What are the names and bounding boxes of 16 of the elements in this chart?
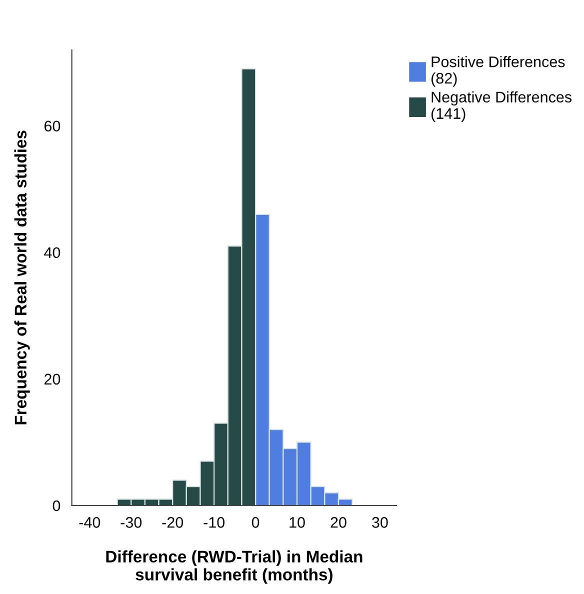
y-tick-label: 20 (44, 374, 60, 385)
x-axis-title: Difference (RWD-Trial) in Median survival benefit (months) (106, 550, 362, 584)
x-tick-label: -30 (120, 517, 142, 528)
y-tick-label: 40 (44, 247, 60, 258)
y-tick-label: 60 (44, 120, 60, 132)
y-axis-title: Frequency of Real world data studies (14, 130, 30, 424)
x-tick-label: -20 (162, 517, 184, 528)
legend-label: Negative Differences (141) (431, 91, 572, 122)
x-tick-label: 0 (252, 517, 260, 528)
y-tick-label: 0 (52, 500, 60, 512)
x-tick-label: 10 (290, 517, 305, 528)
x-tick-label: 30 (372, 517, 388, 528)
x-tick-label: 20 (330, 517, 346, 528)
x-tick-label: -10 (204, 517, 225, 528)
legend-label: Positive Differences (82) (431, 56, 565, 87)
x-tick-label: -40 (79, 517, 100, 528)
